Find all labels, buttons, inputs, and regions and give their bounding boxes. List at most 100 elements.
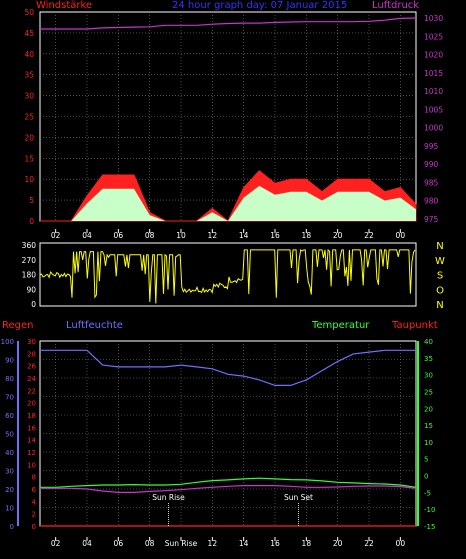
x-tick-label: 00 (396, 231, 406, 240)
x-tick-label: 00 (396, 539, 406, 548)
wind-tick-label: 20 (24, 133, 34, 142)
x-tick-label: 20 (333, 539, 343, 548)
x-tick-label: 06 (114, 539, 124, 548)
compass-label: W (435, 256, 445, 267)
humidity-tick-label: 50 (5, 431, 14, 439)
x-tick-label: 02 (51, 231, 61, 240)
pressure-tick-label: 975 (424, 215, 439, 224)
rain-tick-label: 22 (27, 387, 36, 395)
rain-tick-label: 6 (32, 486, 37, 494)
humidity-tick-label: 90 (5, 357, 14, 365)
x-tick-label: 12 (208, 539, 218, 548)
temp-tick-label: -15 (424, 523, 435, 531)
wind-tick-label: 5 (29, 196, 34, 205)
pressure-tick-label: 1015 (424, 69, 443, 78)
x-tick-label: 14 (239, 539, 249, 548)
wind-tick-label: 50 (24, 8, 34, 17)
wind-tick-label: 10 (24, 175, 34, 184)
dewpoint-axis-label: Taupunkt (392, 320, 438, 331)
x-tick-label: 16 (270, 231, 280, 240)
rain-tick-label: 12 (27, 449, 36, 457)
chart-title: 24 hour graph day: 07 Januar 2015 (172, 0, 348, 11)
pressure-tick-label: 985 (424, 178, 439, 187)
compass-label: O (436, 285, 444, 296)
compass-label: S (437, 271, 443, 282)
pressure-tick-label: 1005 (424, 105, 443, 114)
rain-tick-label: 18 (27, 412, 36, 420)
rain-tick-label: 4 (32, 498, 37, 506)
temp-tick-label: 20 (424, 405, 433, 413)
humidity-tick-label: 10 (5, 505, 14, 513)
temp-tick-label: 25 (424, 388, 433, 396)
wind-tick-label: 35 (24, 71, 34, 80)
humidity-tick-label: 80 (5, 375, 14, 383)
wind-tick-label: 30 (24, 92, 34, 101)
wind-axis-label: Windstärke (36, 0, 93, 11)
sunset-label: Sun Set (284, 493, 313, 502)
dewpoint-line (40, 485, 417, 493)
pressure-tick-label: 980 (424, 197, 439, 206)
x-tick-label: 16 (270, 539, 280, 548)
direction-line (39, 248, 416, 304)
pressure-tick-label: 990 (424, 160, 439, 169)
humidity-tick-label: 20 (5, 486, 14, 494)
direction-tick-label: 0 (31, 300, 36, 309)
x-tick-label: 02 (51, 539, 61, 548)
wind-mean-area (40, 185, 416, 221)
x-tick-label: 04 (82, 231, 92, 240)
direction-tick-label: 90 (26, 285, 36, 294)
temp-tick-label: 10 (424, 439, 433, 447)
compass-label: N (436, 241, 443, 252)
pressure-tick-label: 1025 (424, 32, 443, 41)
wind-tick-label: 15 (24, 154, 34, 163)
pressure-tick-label: 1020 (424, 51, 443, 60)
rain-tick-label: 14 (27, 437, 36, 445)
humidity-tick-label: 60 (5, 412, 14, 420)
humidity-tick-label: 30 (5, 468, 14, 476)
temp-tick-label: 40 (424, 338, 433, 346)
temperature-line (40, 477, 417, 488)
pressure-axis-label: Luftdruck (372, 0, 420, 11)
temp-tick-label: 5 (424, 456, 428, 464)
sunrise-label: Sun Rise (152, 493, 185, 502)
rain-axis-label: Regen (2, 320, 34, 331)
x-tick-label: 18 (302, 231, 312, 240)
x-tick-label: 12 (208, 231, 218, 240)
rain-tick-label: 8 (32, 474, 36, 482)
x-tick-label: 14 (239, 231, 249, 240)
rain-tick-label: 20 (27, 400, 36, 408)
x-tick-label: Sun Rise (165, 539, 198, 548)
rain-tick-label: 10 (27, 461, 36, 469)
plot-frame (39, 242, 417, 307)
compass-label: N (436, 300, 443, 311)
plot-frame (39, 340, 417, 527)
direction-tick-label: 180 (22, 271, 37, 280)
rain-tick-label: 2 (32, 511, 36, 519)
direction-tick-label: 360 (22, 241, 37, 250)
x-tick-label: 06 (114, 231, 124, 240)
wind-tick-label: 25 (24, 113, 34, 122)
pressure-tick-label: 1010 (424, 87, 443, 96)
x-tick-label: 04 (82, 539, 92, 548)
wind-tick-label: 0 (29, 217, 34, 226)
x-tick-label: 08 (145, 539, 155, 548)
x-tick-label: 22 (364, 539, 374, 548)
x-tick-label: 18 (302, 539, 312, 548)
rain-tick-label: 26 (27, 363, 36, 371)
rain-tick-label: 16 (27, 424, 36, 432)
wind-tick-label: 45 (24, 29, 34, 38)
temp-tick-label: 35 (424, 355, 433, 363)
x-tick-label: 22 (364, 231, 374, 240)
x-tick-label: 10 (176, 231, 186, 240)
pressure-tick-label: 1000 (424, 124, 443, 133)
pressure-tick-label: 1030 (424, 14, 443, 23)
humidity-line (40, 349, 416, 386)
rain-tick-label: 0 (32, 523, 36, 531)
humidity-tick-label: 70 (5, 394, 14, 402)
pressure-tick-label: 995 (424, 142, 439, 151)
wind-tick-label: 40 (24, 50, 34, 59)
humidity-axis-label: Luftfeuchte (66, 320, 123, 331)
rain-tick-label: 24 (27, 375, 36, 383)
temp-tick-label: 30 (424, 372, 433, 380)
